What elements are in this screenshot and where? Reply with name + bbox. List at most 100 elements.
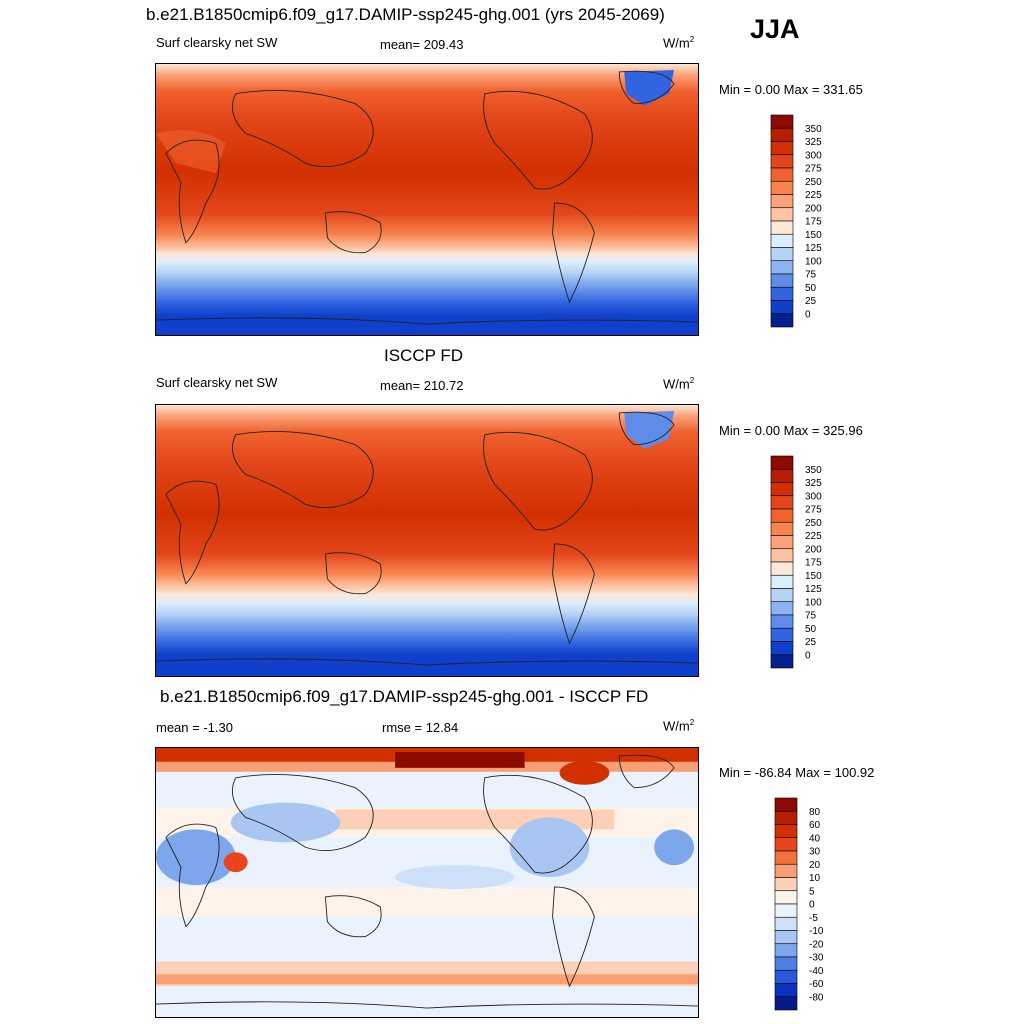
colorbar-swatch bbox=[770, 260, 794, 275]
panel2-units: W/m2 bbox=[663, 376, 695, 392]
colorbar-swatch bbox=[770, 194, 794, 209]
colorbar-tick-label: 80 bbox=[809, 807, 821, 818]
panel1-map-field bbox=[156, 64, 698, 335]
colorbar-swatch bbox=[770, 247, 794, 262]
colorbar-tick-label: 125 bbox=[805, 584, 822, 595]
colorbar-swatch bbox=[770, 601, 794, 616]
colorbar-tick-label: 100 bbox=[805, 256, 822, 267]
colorbar-tick-label: 75 bbox=[805, 270, 817, 281]
colorbar-tick-label: 0 bbox=[805, 309, 811, 320]
colorbar-tick-label: -80 bbox=[809, 992, 824, 1003]
colorbar-tick-label: 150 bbox=[805, 230, 822, 241]
colorbar-tick-label: 300 bbox=[805, 491, 822, 502]
colorbar-swatch bbox=[774, 877, 798, 892]
colorbar-swatch bbox=[770, 207, 794, 222]
colorbar-swatch bbox=[774, 996, 798, 1011]
colorbar-swatch bbox=[770, 141, 794, 156]
colorbar-swatch bbox=[770, 220, 794, 235]
colorbar-swatch bbox=[774, 903, 798, 918]
colorbar-tick-label: 25 bbox=[805, 296, 817, 307]
colorbar-swatch bbox=[770, 127, 794, 142]
colorbar-tick-label: 0 bbox=[809, 900, 815, 911]
panel3-mean-label: mean = -1.30 bbox=[156, 720, 233, 735]
colorbar-tick-label: 250 bbox=[805, 177, 822, 188]
colorbar-tick-label: -60 bbox=[809, 979, 824, 990]
panel3-rmse-label: rmse = 12.84 bbox=[382, 720, 459, 735]
colorbar-tick-label: -30 bbox=[809, 953, 824, 964]
colorbar-tick-label: -5 bbox=[809, 913, 818, 924]
panel1-minmax: Min = 0.00 Max = 331.65 bbox=[719, 82, 863, 97]
colorbar-swatch bbox=[770, 561, 794, 576]
colorbar-swatch bbox=[770, 154, 794, 169]
colorbar-swatch bbox=[774, 943, 798, 958]
colorbar-tick-label: 200 bbox=[805, 203, 822, 214]
colorbar-swatch bbox=[770, 273, 794, 288]
colorbar-tick-label: 25 bbox=[805, 637, 817, 648]
colorbar-swatch bbox=[774, 797, 798, 812]
colorbar-tick-label: 125 bbox=[805, 243, 822, 254]
colorbar-swatch bbox=[770, 233, 794, 248]
colorbar-swatch bbox=[770, 468, 794, 483]
colorbar-tick-label: 225 bbox=[805, 190, 822, 201]
colorbar-swatch bbox=[774, 916, 798, 931]
colorbar-swatch bbox=[770, 508, 794, 523]
colorbar-tick-label: 275 bbox=[805, 505, 822, 516]
colorbar-swatch bbox=[770, 180, 794, 195]
colorbar-swatch bbox=[774, 824, 798, 839]
colorbar-tick-label: 325 bbox=[805, 478, 822, 489]
colorbar-tick-label: 10 bbox=[809, 873, 821, 884]
colorbar-swatch bbox=[774, 810, 798, 825]
colorbar-swatch bbox=[770, 641, 794, 656]
colorbar-swatch bbox=[770, 654, 794, 669]
colorbar-tick-label: -40 bbox=[809, 966, 824, 977]
panel2-map-field bbox=[156, 405, 698, 676]
panel3-units: W/m2 bbox=[663, 718, 695, 734]
panel1-variable-label: Surf clearsky net SW bbox=[156, 35, 278, 50]
colorbar-swatch bbox=[770, 614, 794, 629]
colorbar-tick-label: 275 bbox=[805, 164, 822, 175]
colorbar-swatch bbox=[770, 627, 794, 642]
colorbar-tick-label: 75 bbox=[805, 611, 817, 622]
panel3-map bbox=[155, 747, 699, 1018]
panel2-title: ISCCP FD bbox=[384, 346, 464, 365]
colorbar-tick-label: 250 bbox=[805, 518, 822, 529]
colorbar-tick-label: 175 bbox=[805, 217, 822, 228]
panel2-map bbox=[155, 404, 699, 677]
colorbar-swatch bbox=[774, 863, 798, 878]
panel1-units: W/m2 bbox=[663, 35, 695, 51]
panel2-minmax: Min = 0.00 Max = 325.96 bbox=[719, 423, 863, 438]
colorbar-swatch bbox=[770, 286, 794, 301]
colorbar-tick-label: 175 bbox=[805, 558, 822, 569]
colorbar-swatch bbox=[770, 300, 794, 315]
panel3-title: b.e21.B1850cmip6.f09_g17.DAMIP-ssp245-gh… bbox=[160, 687, 649, 706]
colorbar-swatch bbox=[770, 114, 794, 129]
colorbar-swatch bbox=[770, 535, 794, 550]
colorbar-swatch bbox=[770, 548, 794, 563]
colorbar-tick-label: 60 bbox=[809, 820, 821, 831]
colorbar-swatch bbox=[774, 837, 798, 852]
colorbar-tick-label: 150 bbox=[805, 571, 822, 582]
colorbar-swatch bbox=[774, 969, 798, 984]
colorbar-tick-label: 200 bbox=[805, 544, 822, 555]
colorbar-swatch bbox=[770, 455, 794, 470]
colorbar-swatch bbox=[774, 956, 798, 971]
colorbar-tick-label: 40 bbox=[809, 833, 821, 844]
colorbar-swatch bbox=[770, 167, 794, 182]
colorbar-swatch bbox=[770, 574, 794, 589]
colorbar-tick-label: 325 bbox=[805, 137, 822, 148]
colorbar-tick-label: 350 bbox=[805, 124, 822, 135]
colorbar-swatch bbox=[770, 521, 794, 536]
colorbar-swatch bbox=[770, 588, 794, 603]
colorbar-swatch bbox=[770, 313, 794, 328]
colorbar-tick-label: 5 bbox=[809, 886, 815, 897]
colorbar-tick-label: 50 bbox=[805, 624, 817, 635]
colorbar-tick-label: 225 bbox=[805, 531, 822, 542]
panel2-mean-label: mean= 210.72 bbox=[380, 378, 464, 393]
colorbar-tick-label: 350 bbox=[805, 465, 822, 476]
panel3-colorbar: 80 60 40 30 20 10 5 0 -5 -10 -20 -30 -40 -60 -80 bbox=[774, 797, 824, 1011]
colorbar-swatch bbox=[770, 482, 794, 497]
panel1-mean-label: mean= 209.43 bbox=[380, 37, 464, 52]
colorbar-tick-label: 30 bbox=[809, 847, 821, 858]
colorbar-tick-label: 0 bbox=[805, 650, 811, 661]
